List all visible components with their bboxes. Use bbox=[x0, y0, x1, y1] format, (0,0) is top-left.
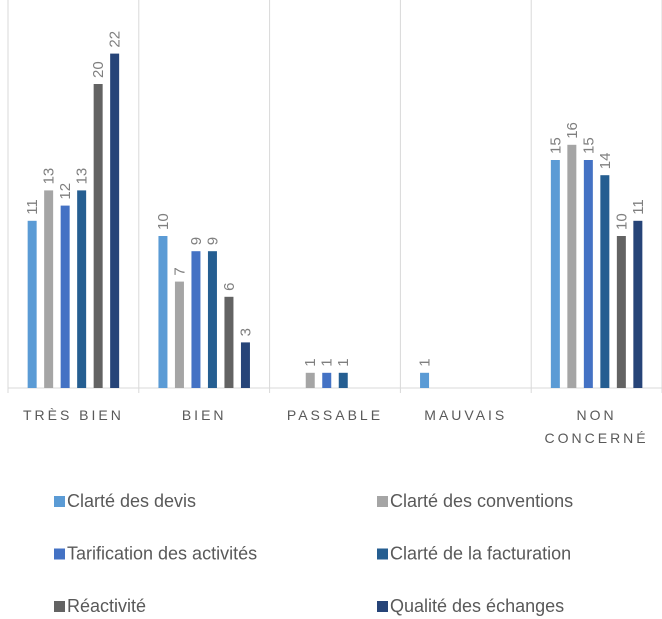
value-label: 20 bbox=[90, 61, 107, 78]
bar bbox=[338, 372, 348, 388]
x-tick-label: TRÈS BIEN bbox=[22, 407, 124, 423]
value-label: 3 bbox=[237, 328, 254, 336]
bar bbox=[60, 205, 70, 388]
bar bbox=[207, 251, 217, 388]
bar bbox=[420, 372, 430, 388]
legend-label: Qualité des échanges bbox=[390, 596, 564, 616]
x-tick-label: BIEN bbox=[181, 407, 227, 423]
value-label: 1 bbox=[302, 358, 319, 366]
value-label: 13 bbox=[41, 168, 58, 185]
value-label: 6 bbox=[221, 282, 238, 290]
legend-label: Clarté de la facturation bbox=[390, 543, 571, 563]
value-label: 9 bbox=[204, 237, 221, 245]
value-label: 9 bbox=[188, 237, 205, 245]
value-label: 1 bbox=[335, 358, 352, 366]
value-label: 13 bbox=[74, 168, 91, 185]
value-label: 11 bbox=[24, 199, 41, 215]
bar bbox=[616, 236, 626, 388]
bar bbox=[224, 296, 234, 388]
bar bbox=[305, 372, 315, 388]
value-label: 10 bbox=[155, 213, 172, 230]
bar bbox=[633, 220, 643, 388]
value-label: 7 bbox=[171, 267, 188, 275]
bar bbox=[158, 236, 168, 388]
bar bbox=[240, 342, 250, 388]
bar bbox=[174, 281, 184, 388]
value-label: 22 bbox=[107, 31, 124, 48]
value-label: 11 bbox=[630, 199, 647, 215]
value-label: 10 bbox=[613, 213, 630, 230]
value-label: 1 bbox=[319, 358, 336, 366]
legend-swatch bbox=[54, 496, 65, 507]
bar bbox=[27, 220, 37, 388]
bar bbox=[44, 190, 54, 388]
bar bbox=[191, 251, 201, 388]
legend-swatch bbox=[377, 548, 388, 560]
bar bbox=[583, 160, 593, 388]
bar bbox=[567, 144, 577, 388]
legend-swatch bbox=[54, 548, 65, 560]
legend-label: Réactivité bbox=[67, 596, 146, 616]
bar bbox=[110, 53, 120, 388]
bar bbox=[600, 175, 610, 388]
value-label: 15 bbox=[580, 137, 597, 154]
bar bbox=[322, 372, 332, 388]
legend-label: Clarté des conventions bbox=[390, 491, 573, 511]
legend-swatch bbox=[377, 496, 388, 507]
x-tick-label: MAUVAIS bbox=[424, 407, 508, 423]
bar bbox=[93, 84, 103, 388]
legend-swatch bbox=[54, 601, 65, 612]
x-tick-label: NON CONCERNÉ bbox=[544, 407, 649, 446]
value-label: 15 bbox=[547, 137, 564, 154]
bar bbox=[550, 160, 560, 388]
legend-swatch bbox=[377, 601, 388, 612]
value-label: 14 bbox=[597, 153, 614, 170]
value-label: 16 bbox=[564, 122, 581, 139]
bar bbox=[77, 190, 87, 388]
value-label: 1 bbox=[417, 358, 434, 366]
legend-label: Tarification des activités bbox=[67, 543, 257, 563]
x-tick-label: PASSABLE bbox=[286, 407, 384, 423]
value-label: 12 bbox=[57, 183, 74, 200]
legend-label: Clarté des devis bbox=[67, 491, 196, 511]
